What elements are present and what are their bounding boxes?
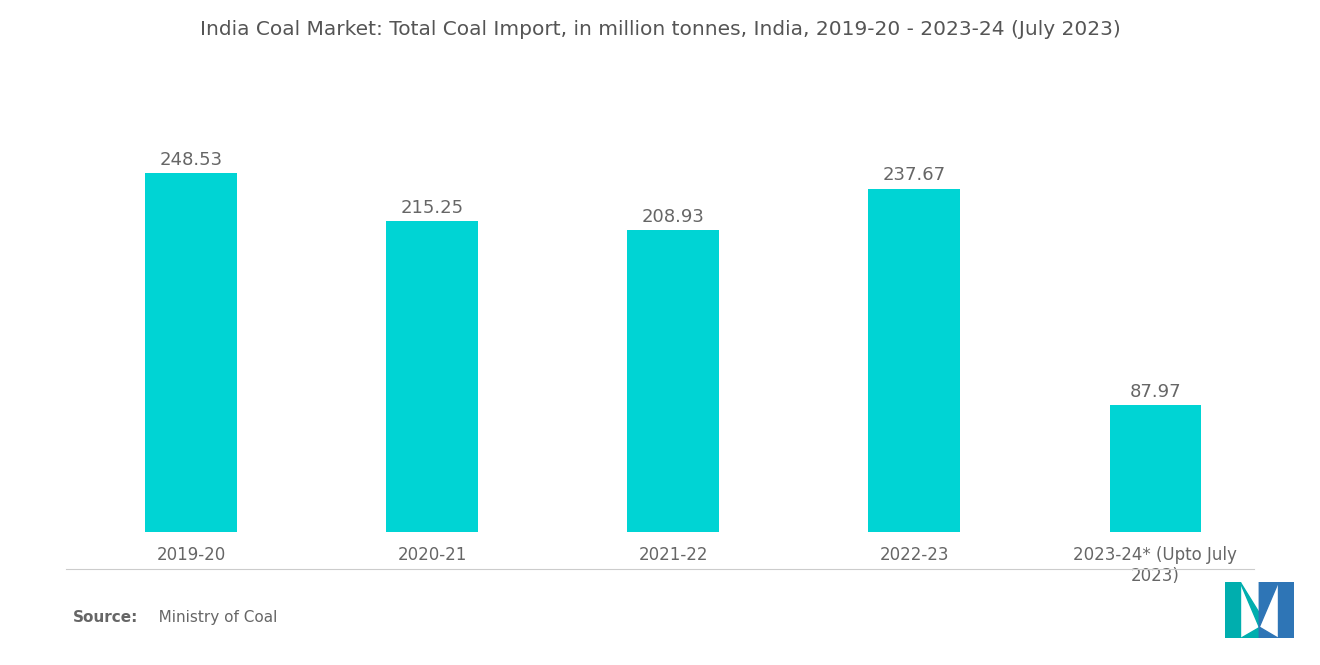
- Polygon shape: [1279, 582, 1294, 638]
- Polygon shape: [1259, 627, 1279, 638]
- Polygon shape: [1259, 582, 1279, 627]
- Text: 87.97: 87.97: [1130, 382, 1181, 400]
- Text: Source:: Source:: [73, 610, 139, 625]
- Bar: [1110, 405, 1201, 532]
- Bar: [145, 173, 236, 532]
- Bar: [869, 189, 960, 532]
- Bar: [627, 230, 719, 532]
- Text: 215.25: 215.25: [400, 199, 463, 217]
- Text: Ministry of Coal: Ministry of Coal: [144, 610, 277, 625]
- Text: India Coal Market: Total Coal Import, in million tonnes, India, 2019-20 - 2023-2: India Coal Market: Total Coal Import, in…: [199, 20, 1121, 39]
- Bar: [387, 221, 478, 532]
- Text: 237.67: 237.67: [883, 166, 946, 184]
- Text: 208.93: 208.93: [642, 208, 705, 226]
- Polygon shape: [1239, 627, 1259, 638]
- Polygon shape: [1239, 582, 1259, 627]
- Polygon shape: [1225, 582, 1239, 638]
- Text: 248.53: 248.53: [160, 151, 223, 169]
